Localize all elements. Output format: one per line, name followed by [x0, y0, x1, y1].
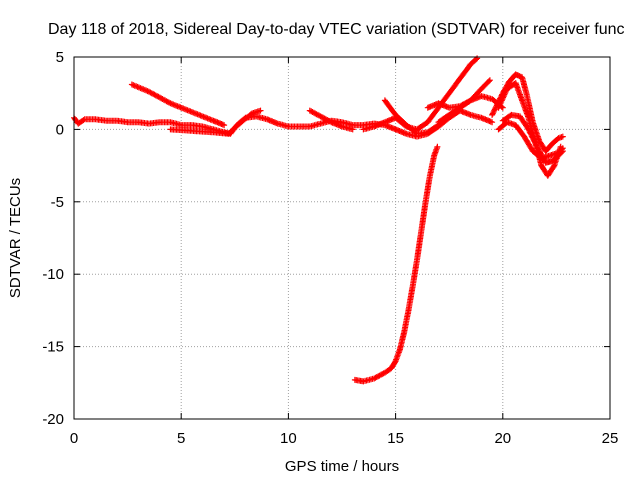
y-tick-label: -10: [42, 266, 64, 283]
y-tick-label: -15: [42, 339, 64, 356]
series-late-3: [499, 111, 566, 166]
x-tick-label: 5: [177, 430, 185, 447]
series-markers: [360, 55, 481, 133]
series-markers: [306, 107, 356, 133]
data-points: [71, 55, 566, 385]
y-tick-label: 0: [56, 121, 64, 138]
y-tick-label: 5: [56, 49, 64, 66]
axis-ticks: [73, 56, 611, 420]
series-upper-arc: [128, 81, 228, 129]
y-tick-label: -5: [51, 194, 64, 211]
chart-title: Day 118 of 2018, Sidereal Day-to-day VTE…: [48, 21, 625, 38]
x-tick-label: 0: [70, 430, 78, 447]
series-markers: [499, 111, 566, 166]
y-axis-label: SDTVAR / TECUs: [7, 178, 24, 298]
axis-tick-labels: 0 5 10 15 20 25 5 0 -5 -10 -15 -20: [42, 49, 618, 447]
series-markers: [495, 119, 566, 162]
series-late-4: [495, 119, 566, 162]
grid-lines: [74, 57, 610, 419]
series-plunge: [351, 143, 441, 385]
series-lower-arc: [167, 107, 264, 137]
plot-frame: [73, 56, 611, 420]
series-markers: [167, 107, 264, 137]
x-axis-label: GPS time / hours: [285, 458, 399, 475]
y-tick-label: -20: [42, 411, 64, 428]
x-tick-label: 15: [387, 430, 404, 447]
series-mid-arc: [306, 107, 356, 133]
x-tick-label: 20: [494, 430, 511, 447]
series-ramp-a: [360, 55, 481, 133]
x-tick-label: 10: [280, 430, 297, 447]
x-tick-label: 25: [602, 430, 619, 447]
series-markers: [351, 143, 441, 385]
series-markers: [128, 81, 228, 129]
